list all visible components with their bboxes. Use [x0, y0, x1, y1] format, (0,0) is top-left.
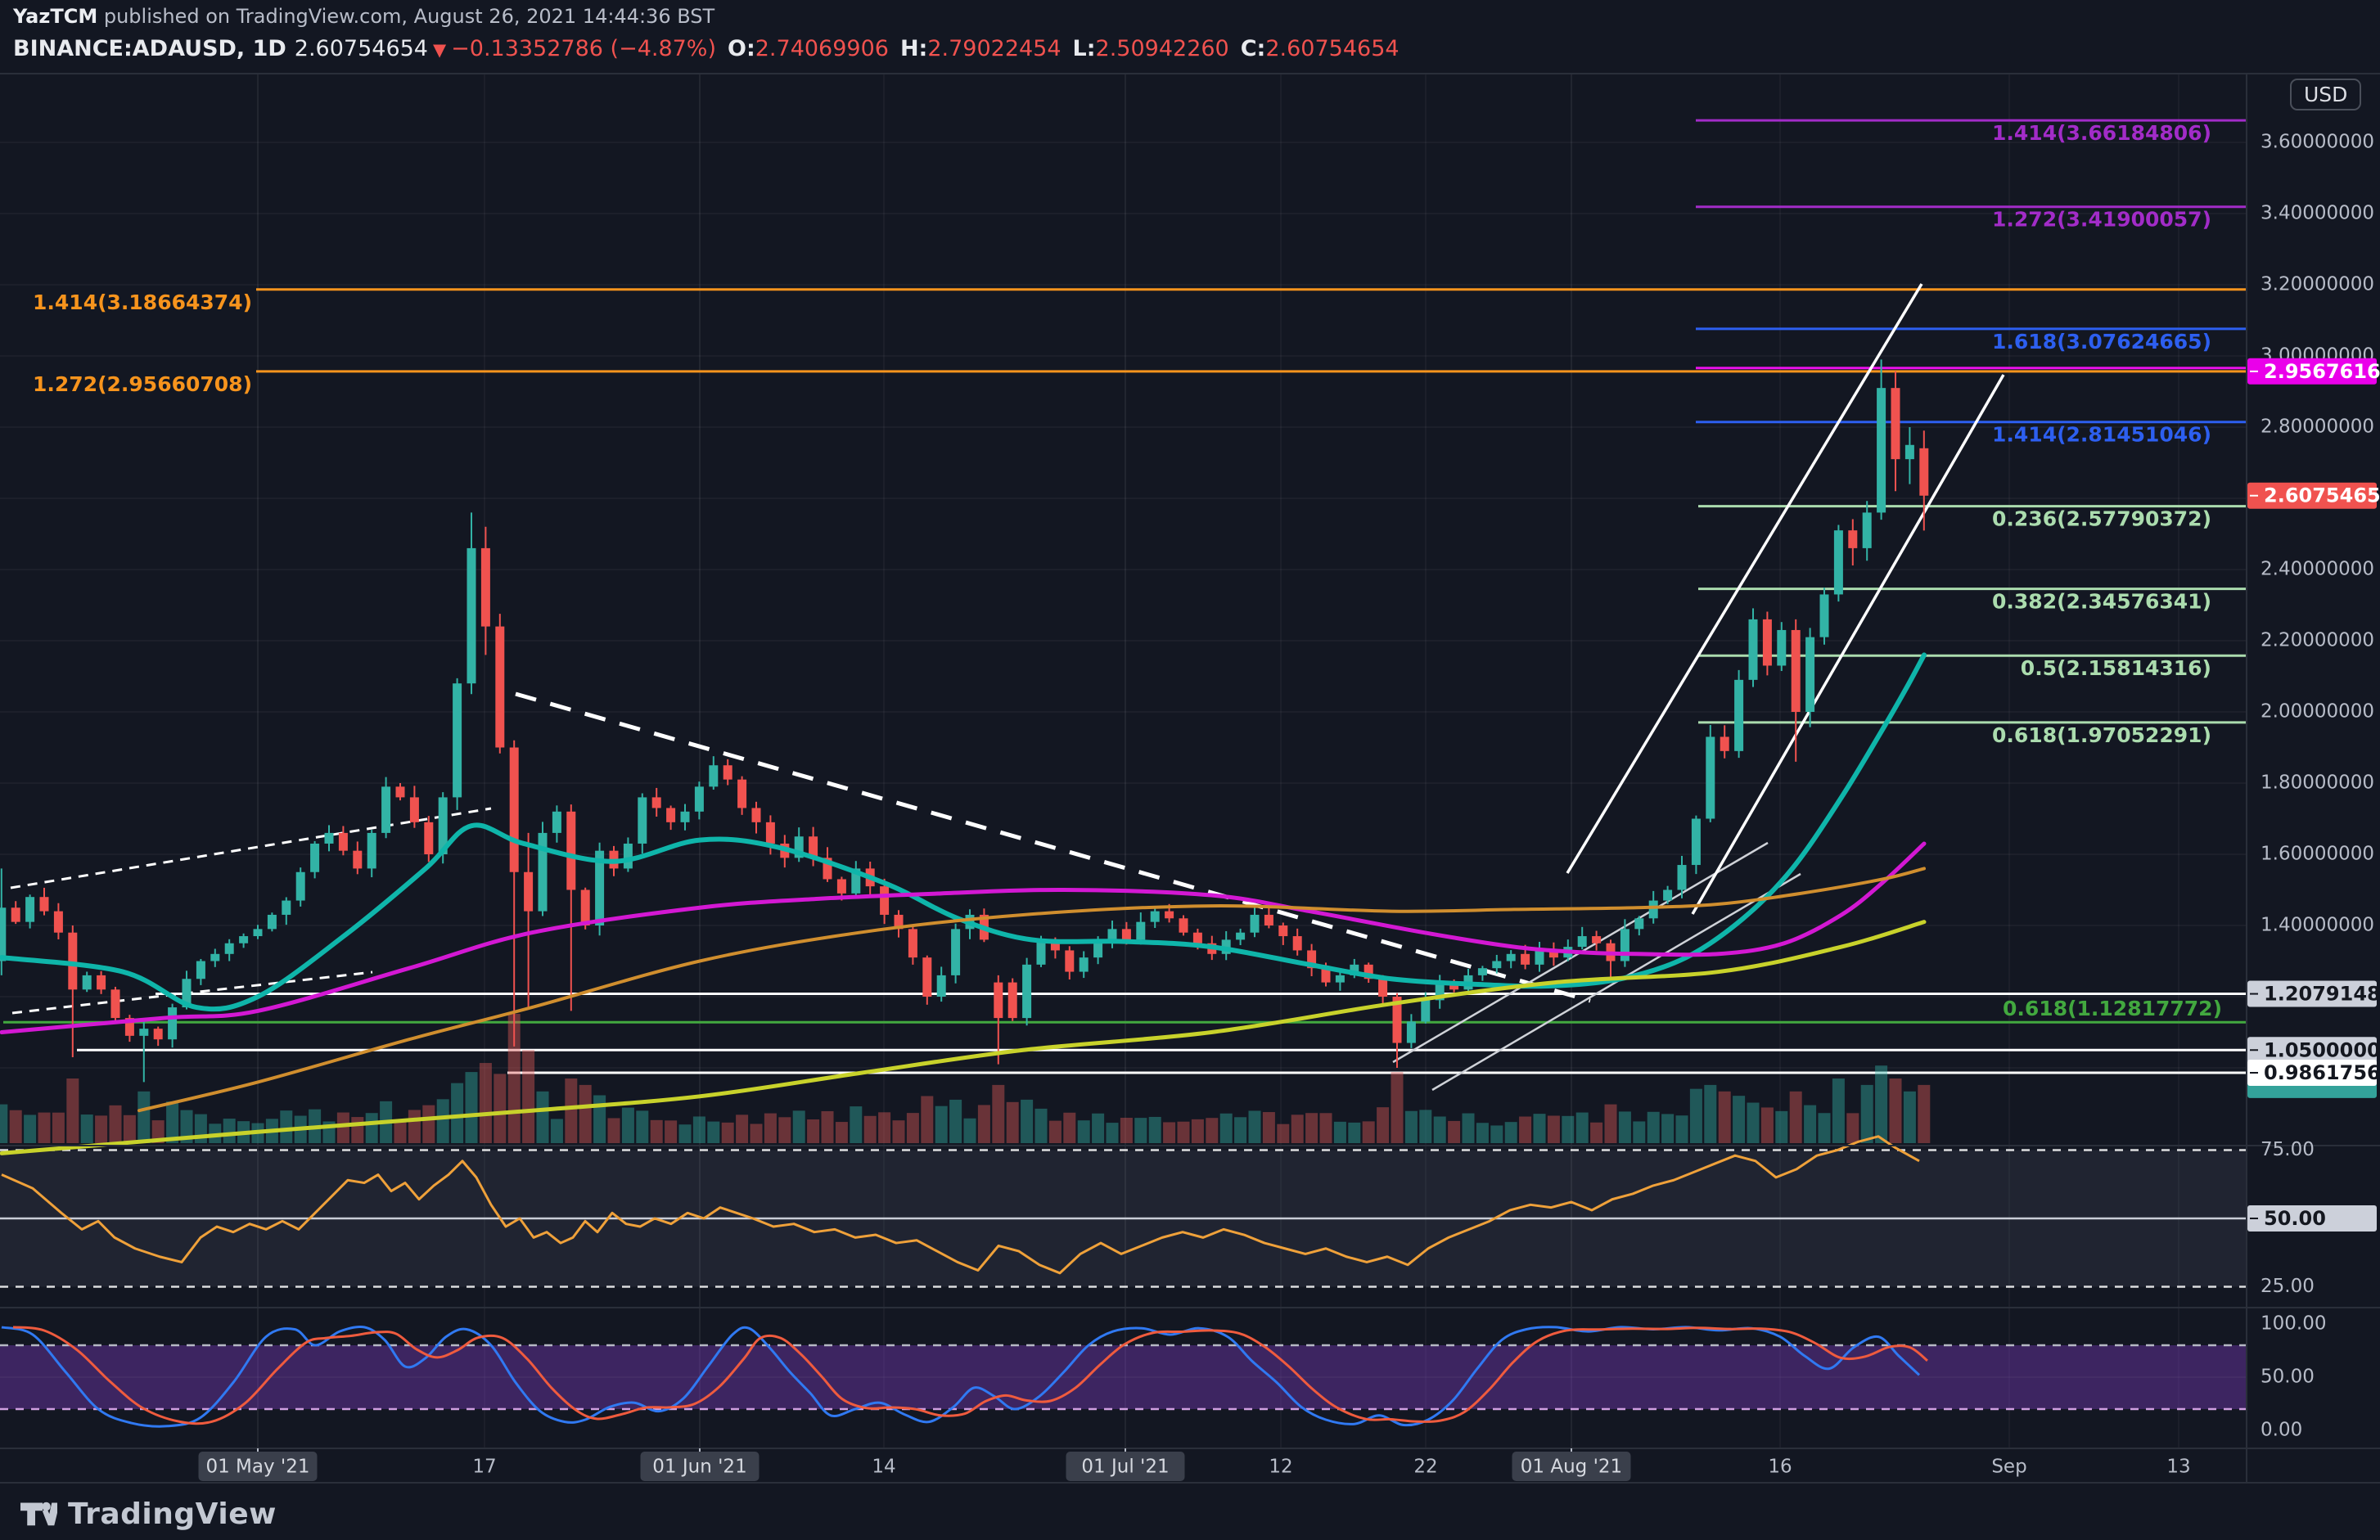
- svg-text:0.00: 0.00: [2261, 1420, 2302, 1441]
- ma-orange: [137, 867, 1926, 1113]
- ma-yellow: [0, 920, 1927, 1155]
- descending-dashed[interactable]: [515, 691, 1591, 1003]
- tradingview-logo-text: TradingView: [68, 1497, 277, 1531]
- fib-retr-green-label: 0.5(2.15814316): [2021, 656, 2211, 680]
- moving-averages: [0, 652, 1927, 1155]
- ma-fast-teal: [0, 652, 1927, 1012]
- stoch-plot: [1, 1325, 1928, 1428]
- svg-text:17: 17: [472, 1457, 496, 1478]
- svg-text:1.60000000: 1.60000000: [2261, 844, 2374, 865]
- close-label: C:: [1240, 36, 1266, 61]
- channel-right[interactable]: [1691, 374, 2005, 915]
- last-price: 2.60754654: [294, 36, 428, 61]
- svg-text:2.00000000: 2.00000000: [2261, 701, 2374, 723]
- svg-text:25.00: 25.00: [2261, 1276, 2315, 1297]
- svg-text:2.60754654: 2.60754654: [2264, 484, 2380, 507]
- svg-text:12: 12: [1269, 1457, 1292, 1478]
- fib-retr-green-label: 0.618(1.97052291): [1992, 723, 2211, 747]
- pane-separators: [0, 73, 2380, 1484]
- svg-text:75.00: 75.00: [2261, 1139, 2315, 1160]
- channel-left[interactable]: [1566, 283, 1923, 874]
- trend-lines[interactable]: [10, 283, 2005, 1092]
- svg-text:3.40000000: 3.40000000: [2261, 203, 2374, 224]
- open-label: O:: [728, 36, 755, 61]
- svg-text:13: 13: [2166, 1457, 2190, 1478]
- fib-retr-green-label: 0.382(2.34576341): [1992, 590, 2211, 614]
- price-axis[interactable]: 3.600000003.400000003.200000003.00000000…: [2261, 132, 2374, 1441]
- publish-info: published on TradingView.com, August 26,…: [97, 5, 715, 28]
- horizontal-lines[interactable]: [77, 993, 2247, 1074]
- svg-text:50.00: 50.00: [2261, 1367, 2315, 1388]
- svg-text:16: 16: [1768, 1457, 1792, 1478]
- svg-text:2.20000000: 2.20000000: [2261, 630, 2374, 651]
- svg-text:2.40000000: 2.40000000: [2261, 559, 2374, 580]
- tradingview-logo-icon: [20, 1502, 57, 1526]
- publish-credit-line: YazTCM published on TradingView.com, Aug…: [13, 5, 714, 28]
- volume-bars: [0, 1014, 1931, 1143]
- high-value: 2.79022454: [927, 36, 1062, 61]
- svg-text:1.40000000: 1.40000000: [2261, 915, 2374, 936]
- svg-text:1.80000000: 1.80000000: [2261, 772, 2374, 794]
- rsi-plot: [1, 1135, 1920, 1275]
- open-value: 2.74069906: [755, 36, 889, 61]
- symbol-name[interactable]: BINANCE:ADAUSD, 1D: [13, 36, 286, 61]
- svg-text:01 Aug '21: 01 Aug '21: [1521, 1457, 1622, 1478]
- svg-text:22: 22: [1413, 1457, 1437, 1478]
- fib-ext-orange-label: 1.272(2.95660708): [33, 372, 252, 396]
- low-value: 2.50942260: [1095, 36, 1229, 61]
- author-name: YazTCM: [13, 5, 98, 28]
- down-arrow-icon: ▼: [432, 40, 447, 60]
- fib-levels[interactable]: 1.414(3.18664374) 1.272(2.95660708) 1.414(…: [3, 119, 2247, 1024]
- fib-ext-blue-label: 1.414(2.81451046): [1992, 423, 2211, 447]
- svg-text:01 Jun '21: 01 Jun '21: [652, 1457, 746, 1478]
- svg-text:01 Jul '21: 01 Jul '21: [1081, 1457, 1169, 1478]
- svg-text:Sep: Sep: [1991, 1457, 2026, 1478]
- apr-dash-upper[interactable]: [10, 807, 492, 889]
- currency-toggle-button[interactable]: USD: [2290, 79, 2362, 110]
- fib-ext-blue-label: 1.618(3.07624665): [1992, 330, 2211, 353]
- ma-magenta: [0, 841, 1927, 1034]
- svg-text:100.00: 100.00: [2261, 1313, 2326, 1335]
- svg-text:3.20000000: 3.20000000: [2261, 274, 2374, 295]
- price-change: −0.13352786 (−4.87%): [451, 36, 716, 61]
- svg-text:2.95676166: 2.95676166: [2264, 360, 2380, 383]
- svg-text:2.80000000: 2.80000000: [2261, 417, 2374, 438]
- close-value: 2.60754654: [1265, 36, 1400, 61]
- fib-ext-purple-label: 1.272(3.41900057): [1992, 208, 2211, 232]
- svg-text:14: 14: [872, 1457, 895, 1478]
- svg-text:50.00: 50.00: [2264, 1207, 2326, 1230]
- fib-ext-purple-label: 1.414(3.66184806): [1992, 121, 2211, 145]
- svg-text:1.20791482: 1.20791482: [2264, 983, 2380, 1006]
- time-axis[interactable]: 01 May '21 17 01 Jun '21 14 01 Jul '21 12 22 01…: [198, 1448, 2191, 1481]
- tradingview-logo[interactable]: TradingView: [18, 1494, 277, 1533]
- svg-text:0.98617569: 0.98617569: [2264, 1061, 2380, 1084]
- fib-ext-orange-label: 1.414(3.18664374): [33, 290, 252, 314]
- price-axis-labels: 2.95676166 2.60754654 1.20791482 1.05000000…: [2247, 358, 2380, 1232]
- indicator-bands: [0, 1149, 2247, 1411]
- candles: [0, 359, 1929, 1083]
- low-label: L:: [1072, 36, 1096, 61]
- svg-text:3.60000000: 3.60000000: [2261, 132, 2374, 153]
- svg-text:01 May '21: 01 May '21: [205, 1457, 309, 1478]
- high-label: H:: [899, 36, 928, 61]
- fib-618-green-label: 0.618(1.12817772): [2003, 997, 2222, 1020]
- grid-lines: [0, 74, 2247, 1448]
- symbol-ohlc-line: BINANCE:ADAUSD, 1D 2.60754654 ▼ −0.13352786…: [13, 36, 1400, 61]
- fib-retr-green-label: 0.236(2.57790372): [1992, 507, 2211, 531]
